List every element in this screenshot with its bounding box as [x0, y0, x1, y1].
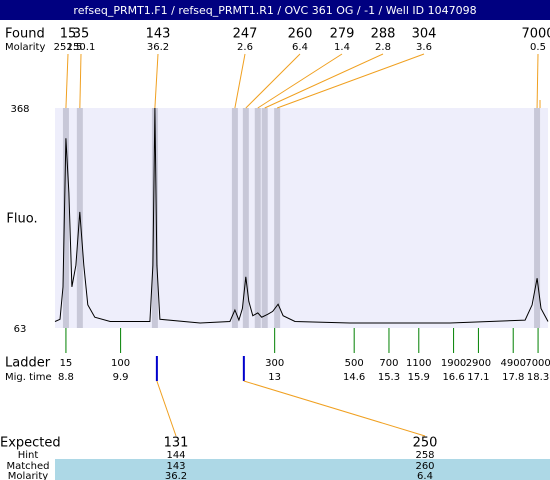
- found-molarity: 150.1: [67, 42, 96, 53]
- found-molarity: 1.4: [334, 42, 350, 53]
- found-size: 260: [288, 27, 313, 42]
- molarity-label: Molarity: [5, 42, 45, 53]
- expected-size: 131: [164, 436, 189, 451]
- leader-line: [276, 53, 425, 109]
- found-molarity: 36.2: [147, 42, 169, 53]
- leader-line: [536, 53, 539, 109]
- found-size: 279: [330, 27, 355, 42]
- found-molarity: 252.5: [54, 42, 83, 53]
- leader-line: [154, 53, 159, 109]
- found-size: 15: [60, 27, 77, 42]
- peak-band: [254, 108, 261, 328]
- leader-line: [257, 53, 343, 109]
- found-size: 288: [371, 27, 396, 42]
- peak-band: [534, 108, 541, 328]
- matched-value: 260: [415, 461, 434, 472]
- ladder-mig-time: 8.8: [58, 372, 74, 383]
- ladder-mig-time: 9.9: [113, 372, 129, 383]
- y-axis-label: Fluo.: [6, 212, 37, 227]
- hint-label: Hint: [18, 450, 39, 461]
- y-tick-label: 63: [14, 324, 27, 335]
- plot-area: [55, 108, 548, 328]
- ladder-mig-time: 17.1: [467, 372, 489, 383]
- hint-value: 258: [415, 450, 434, 461]
- expected-molarity-label: Molarity: [8, 471, 48, 480]
- found-molarity: 3.6: [416, 42, 432, 53]
- matched-band: [55, 459, 550, 480]
- ladder-size: 1100: [406, 358, 431, 369]
- expected-label: Expected: [0, 436, 61, 451]
- found-molarity: 0.5: [530, 42, 546, 53]
- ladder-mig-time: 17.8: [502, 372, 524, 383]
- molarity-value: 6.4: [417, 471, 433, 480]
- trace: [54, 107, 549, 324]
- title-bar: [0, 0, 550, 20]
- leader-line: [79, 53, 82, 109]
- ladder-label: Ladder: [5, 356, 51, 371]
- found-size: 304: [412, 27, 437, 42]
- peak-band: [261, 108, 268, 328]
- leader-line: [264, 53, 384, 109]
- peak-band: [242, 108, 249, 328]
- matched-label: Matched: [6, 461, 49, 472]
- ladder-mig-time: 15.9: [408, 372, 430, 383]
- leader-line: [156, 380, 177, 437]
- molarity-value: 36.2: [165, 471, 187, 480]
- found-size: 7000: [521, 27, 550, 42]
- title: refseq_PRMT1.F1 / refseq_PRMT1.R1 / OVC …: [73, 4, 476, 17]
- peak-band: [274, 108, 281, 328]
- mig-time-label: Mig. time: [5, 372, 52, 383]
- matched-value: 143: [166, 461, 185, 472]
- leader-line: [243, 380, 426, 437]
- peak-band: [62, 108, 69, 328]
- ladder-mig-time: 13: [268, 372, 281, 383]
- expected-size: 250: [413, 436, 438, 451]
- ladder-size: 300: [265, 358, 284, 369]
- ladder-mig-time: 18.3: [527, 372, 549, 383]
- found-label: Found: [5, 27, 45, 42]
- ladder-size: 4900: [500, 358, 525, 369]
- found-molarity: 2.8: [375, 42, 391, 53]
- ladder-size: 500: [345, 358, 364, 369]
- y-tick-label: 368: [10, 104, 29, 115]
- ladder-size: 100: [111, 358, 130, 369]
- ladder-size: 1900: [441, 358, 466, 369]
- found-size: 35: [73, 27, 90, 42]
- hint-value: 144: [166, 450, 185, 461]
- ladder-size: 2900: [466, 358, 491, 369]
- ladder-size: 700: [379, 358, 398, 369]
- peak-band: [151, 108, 158, 328]
- found-size: 143: [146, 27, 171, 42]
- ladder-mig-time: 14.6: [343, 372, 365, 383]
- ladder-size: 7000: [525, 358, 550, 369]
- leader-line: [234, 53, 246, 109]
- found-molarity: 6.4: [292, 42, 308, 53]
- peak-band: [231, 108, 238, 328]
- ladder-mig-time: 16.6: [442, 372, 464, 383]
- leader-line: [65, 53, 69, 109]
- leader-line: [245, 53, 301, 109]
- found-molarity: 2.6: [237, 42, 253, 53]
- ladder-mig-time: 15.3: [378, 372, 400, 383]
- found-size: 247: [233, 27, 258, 42]
- ladder-size: 15: [60, 358, 73, 369]
